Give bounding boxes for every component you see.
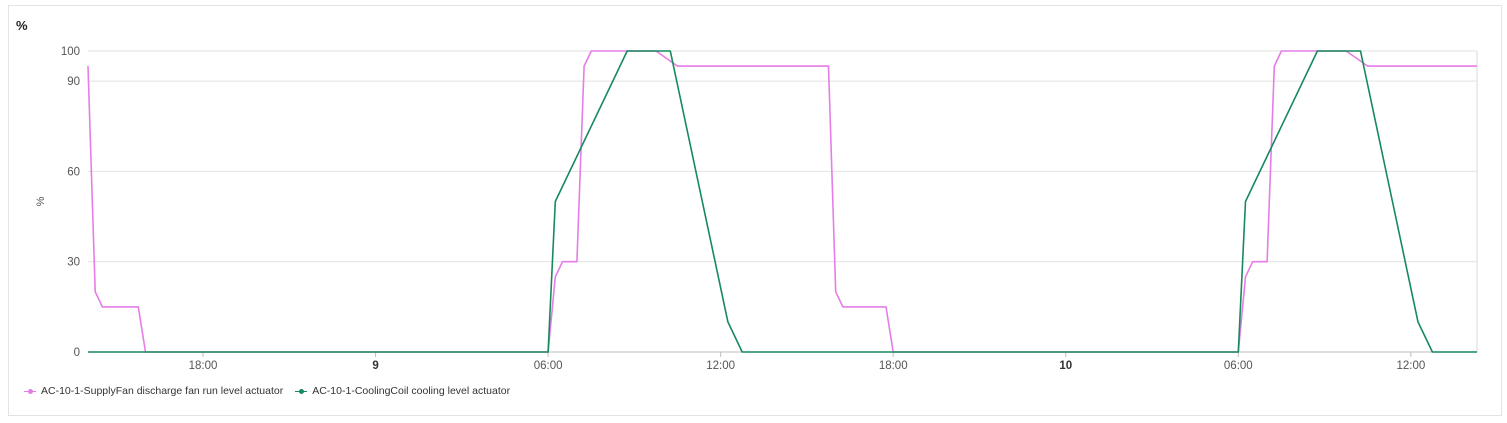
x-tick-label: 06:00 — [534, 360, 563, 372]
x-tick-label: 18:00 — [189, 360, 218, 372]
x-tick-label: 18:00 — [879, 360, 908, 372]
series-lines — [87, 50, 1477, 353]
legend-label-cooling-coil: AC-10-1-CoolingCoil cooling level actuat… — [312, 385, 511, 397]
legend-item-cooling-coil[interactable]: AC-10-1-CoolingCoil cooling level actuat… — [295, 385, 510, 397]
x-tick-label: 12:00 — [706, 360, 735, 372]
y-tick-label: 100 — [61, 46, 80, 58]
x-tick-label: 12:00 — [1396, 360, 1425, 372]
legend-swatch-supply-fan — [24, 387, 36, 395]
series-line-supply-fan[interactable] — [87, 50, 1477, 353]
x-axis-ticks: 18:00 9 06:00 12:00 18:00 10 06:00 12:00 — [189, 352, 1425, 372]
y-axis-label: % — [35, 196, 47, 206]
y-tick-label: 30 — [67, 257, 80, 269]
series-line-cooling-coil[interactable] — [88, 50, 1477, 353]
chart-card — [8, 5, 1502, 416]
y-tick-label: 60 — [67, 166, 80, 178]
legend: AC-10-1-SupplyFan discharge fan run leve… — [24, 385, 522, 397]
y-tick-label: 90 — [67, 76, 80, 88]
legend-item-supply-fan[interactable]: AC-10-1-SupplyFan discharge fan run leve… — [24, 385, 283, 397]
y-axis-ticks: 0 30 60 90 100 — [61, 46, 80, 359]
grid-lines — [88, 50, 1478, 353]
legend-label-supply-fan: AC-10-1-SupplyFan discharge fan run leve… — [41, 385, 284, 397]
chart-title: % — [16, 18, 28, 33]
x-tick-label: 10 — [1059, 360, 1072, 372]
x-tick-label: 9 — [372, 360, 378, 372]
x-tick-label: 06:00 — [1224, 360, 1253, 372]
legend-swatch-cooling-coil — [295, 387, 308, 395]
y-tick-label: 0 — [74, 347, 80, 359]
